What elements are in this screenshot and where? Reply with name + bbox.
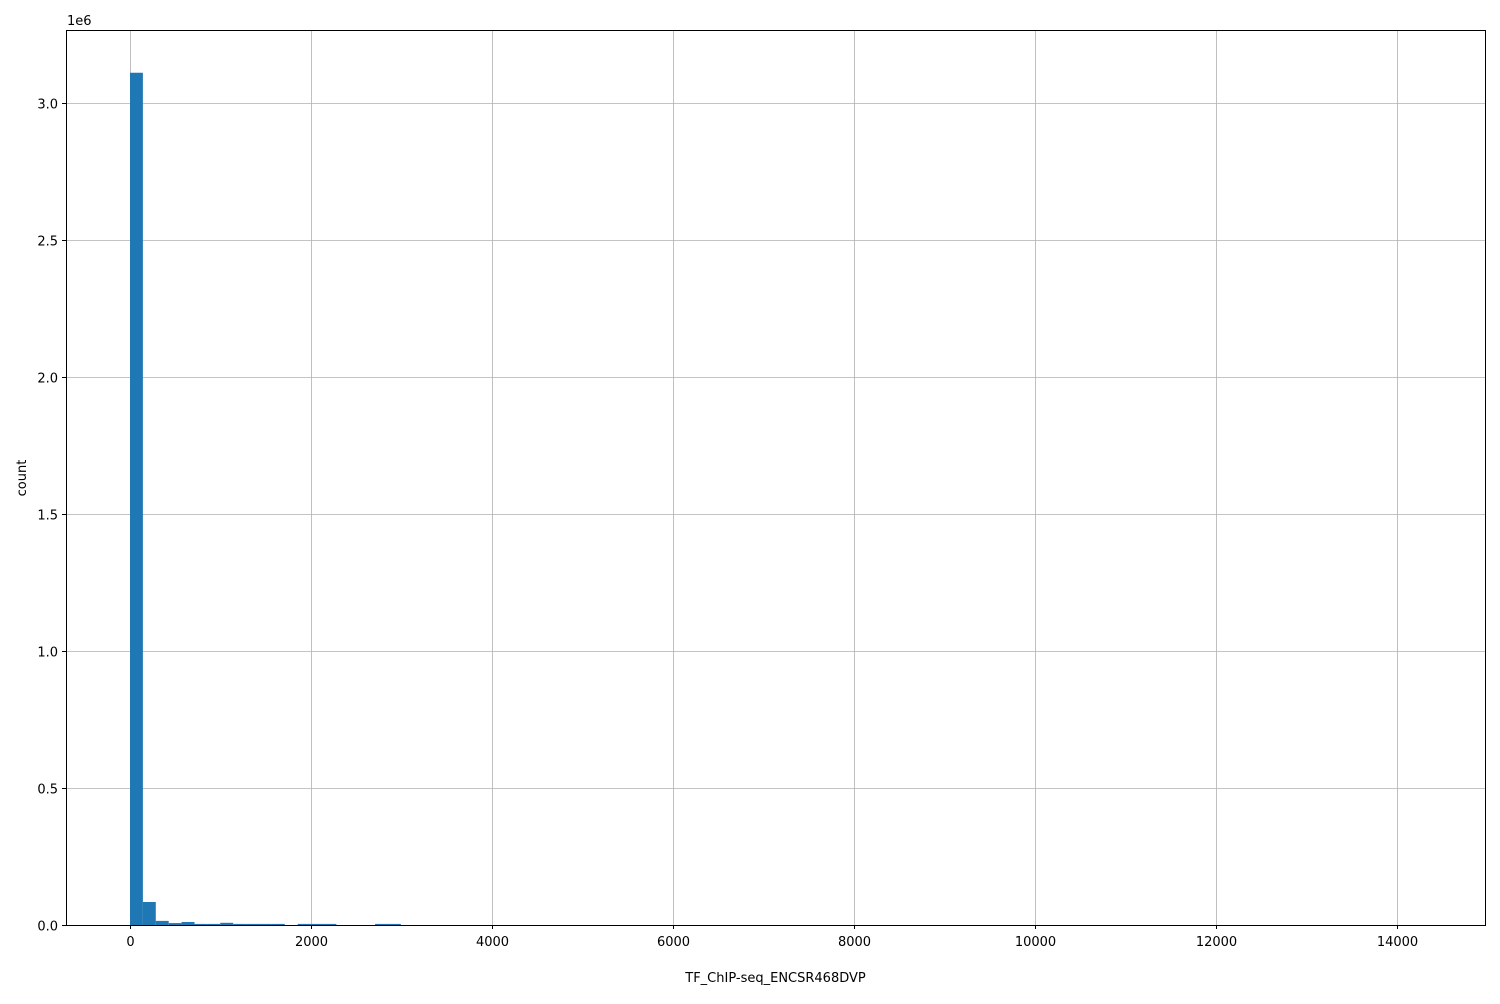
histogram-bar (142, 901, 156, 925)
y-axis-label: count (15, 460, 30, 497)
histogram-bar (310, 923, 324, 925)
histogram-bar (129, 72, 143, 926)
histogram-bar (181, 921, 195, 925)
y-tick-label: 2.5 (37, 235, 58, 250)
plot-frame (66, 30, 1486, 926)
y-scale-label: 1e6 (67, 14, 92, 29)
histogram-bar (168, 923, 182, 925)
histogram-bar (207, 923, 221, 925)
histogram-bar (271, 923, 285, 925)
y-tick-label: 3.0 (37, 98, 58, 113)
histogram-bar (220, 922, 234, 925)
y-tick-label: 1.0 (37, 646, 58, 661)
x-tick-label: 8000 (838, 935, 871, 950)
histogram-bar (323, 923, 337, 925)
x-tick-label: 4000 (476, 935, 509, 950)
x-tick-label: 6000 (657, 935, 690, 950)
y-tick-label: 1.5 (37, 509, 58, 524)
histogram-bar (246, 923, 259, 925)
histogram-bars (129, 72, 401, 926)
grid-lines (66, 30, 1485, 926)
histogram-bar (375, 923, 388, 925)
y-axis-ticks: 0.0 0.5 1.0 1.5 2.0 2.5 3.0 (37, 98, 66, 935)
y-tick-label: 0.0 (37, 920, 58, 935)
x-tick-label: 12000 (1196, 935, 1237, 950)
histogram-bar (297, 923, 311, 925)
histogram-bar (387, 923, 401, 925)
y-tick-label: 2.0 (37, 372, 58, 387)
histogram-bar (155, 920, 169, 925)
x-tick-label: 2000 (295, 935, 328, 950)
histogram-bar (258, 923, 272, 925)
y-tick-label: 0.5 (37, 783, 58, 798)
histogram-bar (194, 923, 208, 925)
x-axis-ticks: 0 2000 4000 6000 8000 10000 12000 14000 (126, 925, 1418, 950)
x-tick-label: 14000 (1377, 935, 1418, 950)
x-tick-label: 10000 (1015, 935, 1056, 950)
x-tick-label: 0 (126, 935, 134, 950)
histogram-bar (233, 923, 247, 925)
x-axis-label: TF_ChIP-seq_ENCSR468DVP (684, 971, 866, 986)
